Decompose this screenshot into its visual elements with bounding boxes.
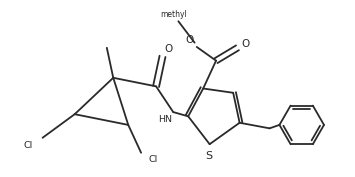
- Text: O: O: [185, 35, 193, 45]
- Text: methyl: methyl: [161, 10, 187, 19]
- Text: O: O: [164, 44, 172, 54]
- Text: HN: HN: [158, 115, 173, 124]
- Text: Cl: Cl: [24, 141, 33, 150]
- Text: S: S: [205, 151, 212, 161]
- Text: Cl: Cl: [148, 155, 157, 164]
- Text: O: O: [241, 39, 249, 48]
